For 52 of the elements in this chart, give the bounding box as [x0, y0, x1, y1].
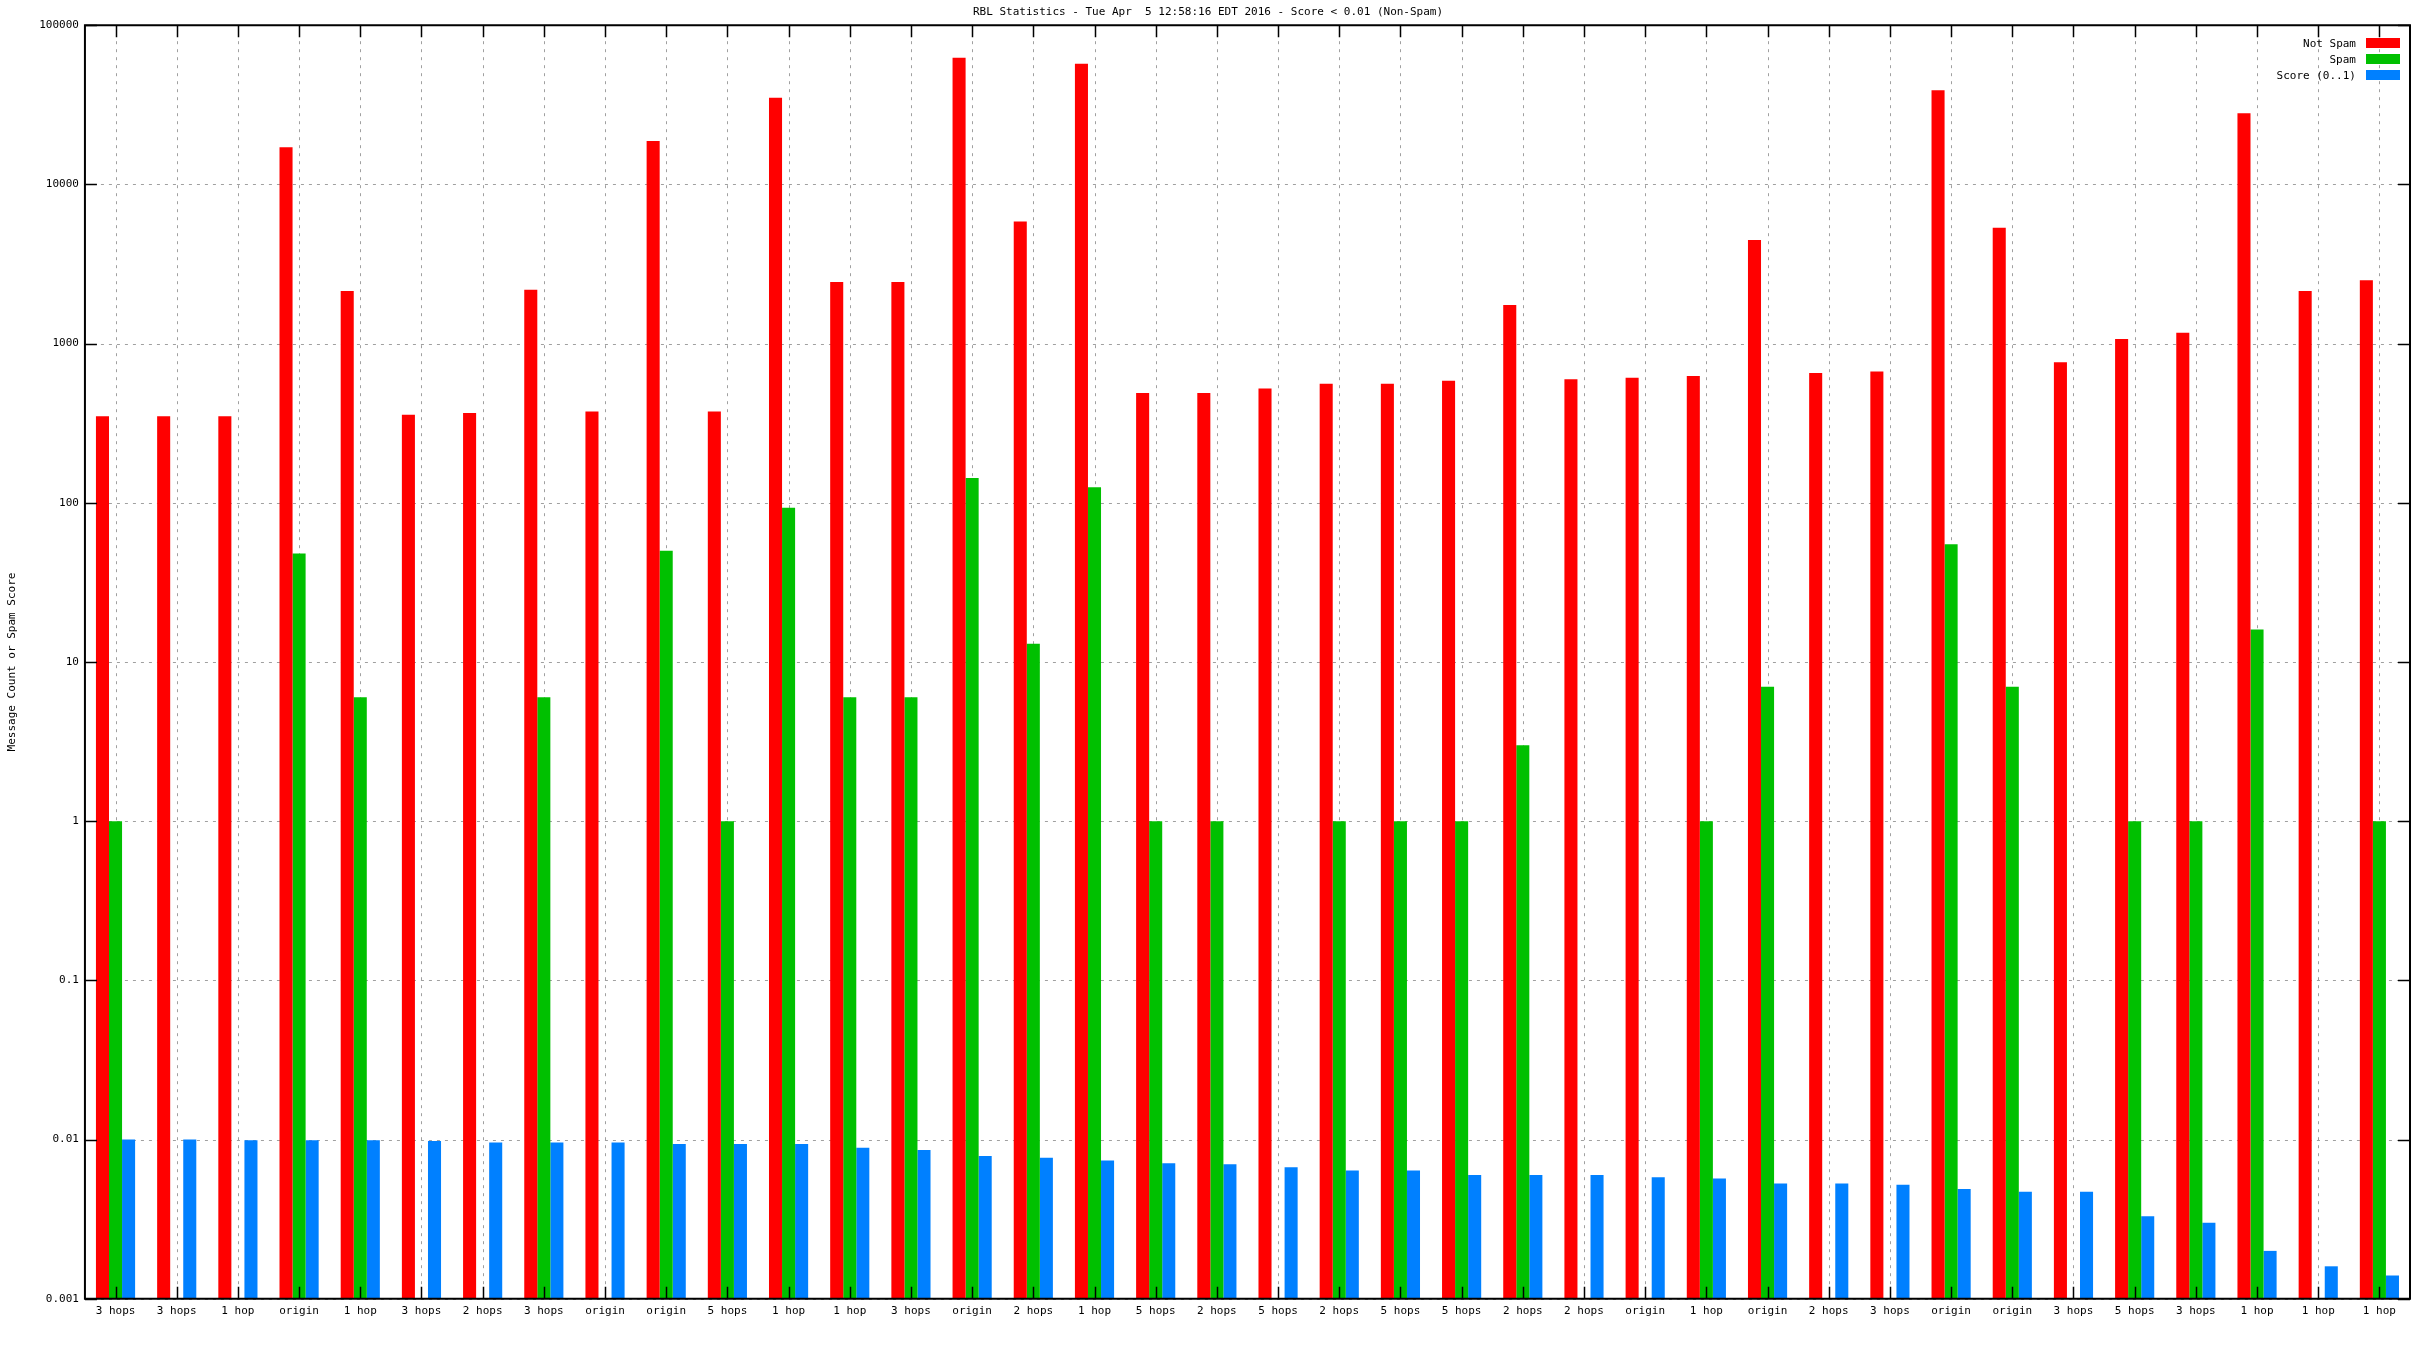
x-tick-label: 5 hops: [2114, 1304, 2155, 1318]
x-tick-label: 2 hops: [1319, 1304, 1360, 1318]
x-tick-label: 3 hops: [2053, 1304, 2094, 1318]
y-tick-label: 1: [72, 814, 79, 828]
x-tick-label: 1 hop: [1077, 1304, 1112, 1318]
legend-label: Score (0..1): [2276, 68, 2356, 82]
x-tick-label: origin: [1931, 1304, 1971, 1318]
x-tick-label: origin: [1992, 1304, 2033, 1318]
x-tick-label: origin: [646, 1304, 687, 1318]
y-tick-label: 100: [59, 495, 79, 509]
x-tick-label: 1 hop: [1689, 1304, 1723, 1318]
x-tick-label: 5 hops: [1135, 1304, 1176, 1318]
x-tick-label: 1 hop: [343, 1304, 377, 1318]
x-tick-label: origin: [1625, 1304, 1666, 1318]
y-tick-label: 10: [65, 654, 79, 668]
x-tick-label: origin: [279, 1304, 319, 1318]
x-tick-label: 3 hops: [156, 1304, 197, 1318]
x-tick-label: 3 hops: [95, 1304, 136, 1318]
x-tick-label: 1 hop: [2362, 1304, 2396, 1318]
x-tick-label: 1 hop: [833, 1304, 867, 1318]
y-tick-label: 0.01: [52, 1132, 79, 1146]
x-tick-label: origin: [1747, 1304, 1788, 1318]
x-tick-label: origin: [952, 1304, 993, 1318]
x-tick-label: 2 hops: [1197, 1304, 1237, 1318]
x-tick-label: 2 hops: [1808, 1304, 1849, 1318]
x-tick-label: 5 hops: [1258, 1304, 1298, 1318]
y-axis-title: Message Count or Spam Score: [5, 572, 19, 752]
x-tick-label: 2 hops: [1502, 1304, 1543, 1318]
legend-label: Spam: [2329, 52, 2356, 66]
x-tick-label: 3 hops: [523, 1304, 564, 1318]
x-tick-label: origin: [585, 1304, 625, 1318]
y-tick-label: 0.001: [45, 1291, 79, 1305]
y-tick-label: 1000: [52, 336, 79, 350]
y-tick-label: 100000: [39, 18, 79, 32]
x-tick-label: 2 hops: [462, 1304, 503, 1318]
x-tick-label: 3 hops: [2175, 1304, 2216, 1318]
x-tick-label: 1 hop: [2240, 1304, 2274, 1318]
x-tick-label: 5 hops: [707, 1304, 748, 1318]
y-tick-label: 0.1: [59, 973, 79, 987]
x-tick-label: 1 hop: [772, 1304, 806, 1318]
x-tick-label: 5 hops: [1441, 1304, 1482, 1318]
x-tick-label: 5 hops: [1380, 1304, 1421, 1318]
x-tick-label: 3 hops: [401, 1304, 442, 1318]
x-tick-label: 1 hop: [221, 1304, 255, 1318]
legend-label: Not Spam: [2303, 36, 2356, 50]
x-tick-label: 3 hops: [891, 1304, 931, 1318]
x-tick-label: 3 hops: [1870, 1304, 1910, 1318]
x-tick-label: 1 hop: [2301, 1304, 2335, 1318]
chart-title: RBL Statistics - Tue Apr 5 12:58:16 EDT 2016 - Score < 0.01 (Non-Spam): [972, 5, 1444, 19]
y-tick-label: 10000: [45, 177, 79, 191]
x-tick-label: 2 hops: [1564, 1304, 1604, 1318]
x-tick-label: 2 hops: [1013, 1304, 1054, 1318]
